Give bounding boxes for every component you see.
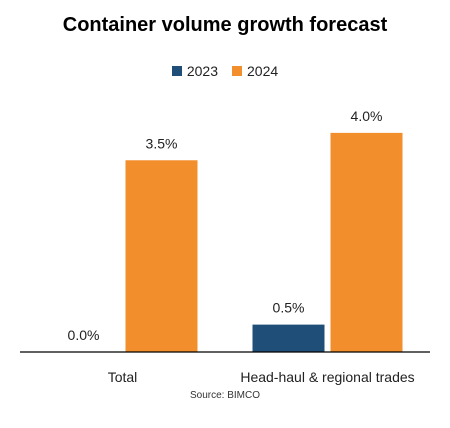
bar-2023-head-haul	[252, 324, 325, 352]
legend-item-2024: 2024	[232, 63, 278, 79]
bar-2024-head-haul	[330, 132, 403, 352]
data-label-2023-total: 0.0%	[68, 327, 100, 343]
legend-item-2023: 2023	[171, 63, 218, 79]
data-label-2024-head-haul: 4.0%	[351, 108, 383, 124]
legend-swatch-2023	[171, 66, 182, 76]
x-tick-label: Total	[108, 369, 138, 385]
legend: 2023 2024	[0, 63, 450, 79]
chart-title: Container volume growth forecast	[62, 14, 388, 36]
legend-label-2023: 2023	[186, 63, 218, 79]
data-label-2024-total: 3.5%	[146, 135, 178, 151]
bar-2024-total	[125, 160, 198, 352]
legend-swatch-2024	[232, 66, 242, 76]
data-label-2023-head-haul: 0.5%	[273, 300, 305, 316]
source-note: Source: BIMCO	[189, 390, 261, 401]
x-tick-label: Head-haul & regional trades	[240, 369, 414, 385]
legend-label-2024: 2024	[247, 63, 279, 79]
